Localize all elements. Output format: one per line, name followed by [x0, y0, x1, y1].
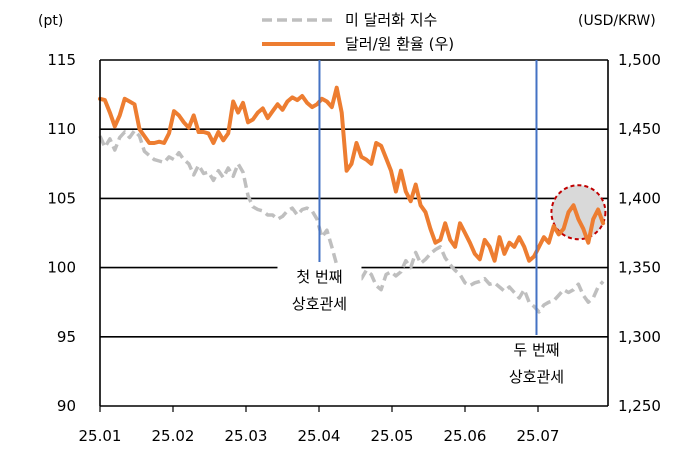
y-right-tick-label: 1,350 — [618, 259, 661, 277]
y-right-unit: (USD/KRW) — [578, 13, 656, 29]
annotation-label-bg — [494, 338, 579, 390]
x-tick-label: 25.06 — [444, 427, 487, 445]
y-right-tick-label: 1,450 — [618, 120, 661, 138]
annotation-label: 첫 번째 — [296, 268, 342, 286]
annotation-label: 두 번째 — [513, 341, 559, 359]
x-tick-label: 25.04 — [298, 427, 341, 445]
y-left-tick-label: 105 — [47, 189, 76, 207]
series-line-usdkrw — [98, 85, 606, 263]
x-tick-label: 25.02 — [152, 427, 195, 445]
y-left-tick-label: 100 — [47, 259, 76, 277]
x-tick-label: 25.03 — [225, 427, 268, 445]
y-right-tick-label: 1,300 — [618, 328, 661, 346]
y-left-tick-label: 90 — [57, 397, 76, 415]
x-tick-label: 25.05 — [371, 427, 414, 445]
y-left-unit: (pt) — [38, 13, 63, 29]
legend-label: 미 달러화 지수 — [345, 11, 437, 29]
y-left-tick-label: 110 — [47, 120, 76, 138]
y-left-tick-label: 95 — [57, 328, 76, 346]
annotation-label-bg — [277, 265, 362, 317]
annotation-label: 상호관세 — [509, 368, 564, 386]
y-right-tick-label: 1,400 — [618, 189, 661, 207]
x-tick-label: 25.01 — [79, 427, 122, 445]
x-tick-label: 25.07 — [517, 427, 560, 445]
y-left-tick-label: 115 — [47, 51, 76, 69]
axes: 90 1,250 95 1,300 100 1,350 105 1,400 110 1,450 11… — [38, 13, 661, 445]
legend-label: 달러/원 환율 (우) — [345, 35, 454, 53]
y-right-tick-label: 1,500 — [618, 51, 661, 69]
y-right-tick-label: 1,250 — [618, 397, 661, 415]
annotation-label: 상호관세 — [292, 295, 347, 313]
